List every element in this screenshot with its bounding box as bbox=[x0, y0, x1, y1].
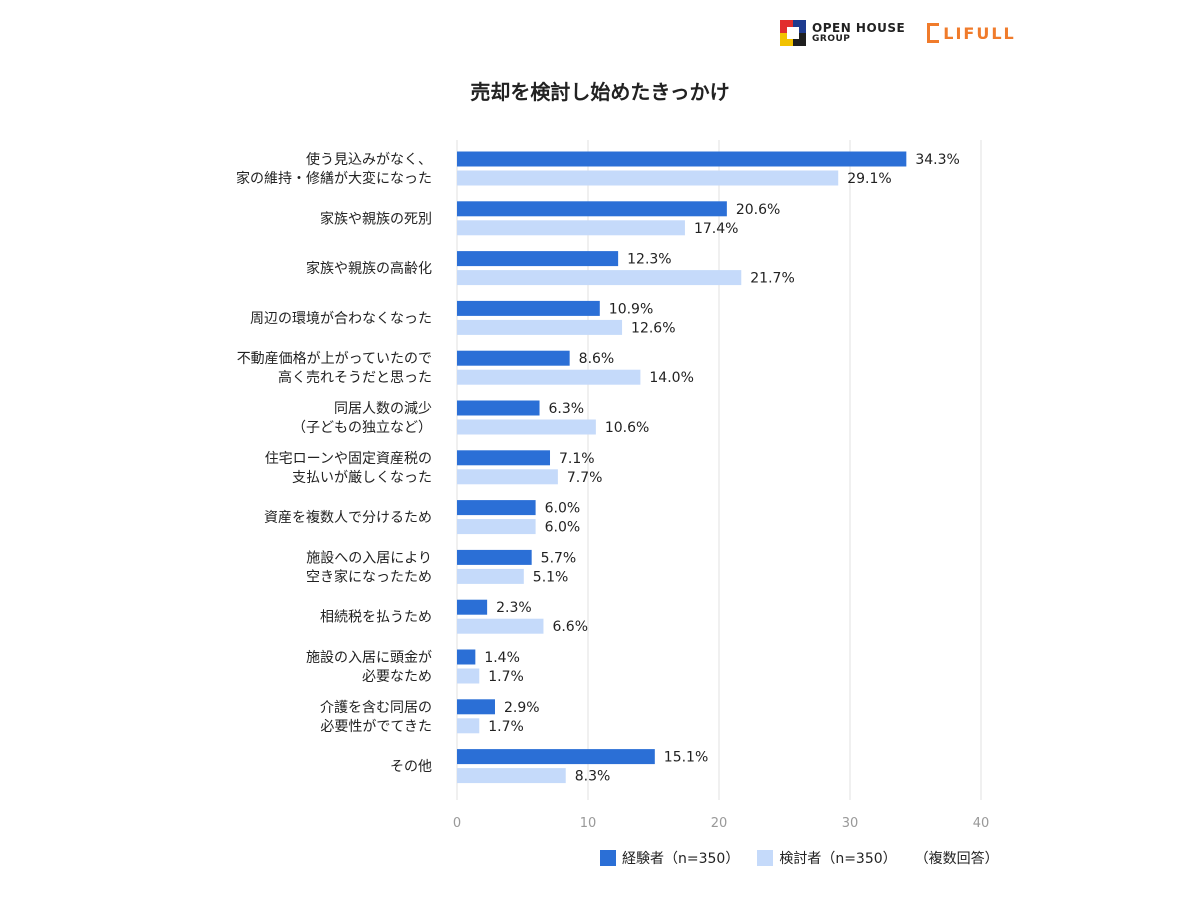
x-tick-label: 20 bbox=[711, 816, 728, 831]
bar-series2 bbox=[457, 220, 685, 236]
category-label: その他 bbox=[390, 759, 432, 775]
data-label-series1: 1.4% bbox=[484, 650, 520, 666]
data-label-series1: 20.6% bbox=[736, 202, 780, 218]
data-label-series2: 29.1% bbox=[847, 171, 891, 187]
bar-series1 bbox=[457, 699, 495, 715]
data-label-series2: 6.0% bbox=[545, 520, 581, 536]
legend-item-series2: 検討者（n=350） bbox=[757, 848, 897, 868]
chart-title: 売却を検討し始めたきっかけ bbox=[470, 80, 730, 104]
open-house-logo-text: OPEN HOUSE GROUP bbox=[812, 22, 905, 44]
data-label-series1: 34.3% bbox=[915, 152, 959, 168]
bar-series1 bbox=[457, 350, 570, 366]
bar-series1 bbox=[457, 649, 476, 665]
data-label-series2: 14.0% bbox=[649, 370, 693, 386]
category-label: 施設の入居に頭金が bbox=[306, 650, 432, 666]
bar-series2 bbox=[457, 768, 566, 784]
bar-series2 bbox=[457, 369, 641, 385]
data-label-series2: 21.7% bbox=[750, 271, 794, 287]
open-house-name: OPEN HOUSE bbox=[812, 21, 906, 35]
category-label: 家族や親族の高齢化 bbox=[306, 260, 432, 277]
bar-series1 bbox=[457, 151, 907, 167]
category-label: 支払いが厳しくなった bbox=[292, 470, 432, 486]
lifull-logo-text: LIFULL bbox=[943, 23, 1016, 43]
data-label-series2: 8.3% bbox=[575, 769, 611, 785]
category-label: 必要なため bbox=[362, 669, 432, 685]
data-label-series1: 2.9% bbox=[504, 700, 540, 716]
legend: 経験者（n=350） 検討者（n=350） （複数回答） bbox=[600, 848, 999, 868]
data-label-series1: 12.3% bbox=[627, 252, 671, 268]
category-label: 家の維持・修繕が大変になった bbox=[236, 170, 432, 187]
bar-series2 bbox=[457, 419, 596, 435]
data-label-series2: 12.6% bbox=[631, 320, 675, 336]
legend-swatch-series2 bbox=[757, 850, 774, 866]
x-tick-label: 30 bbox=[842, 816, 859, 831]
bar-series1 bbox=[457, 549, 532, 565]
bar-series1 bbox=[457, 251, 619, 267]
bar-series1 bbox=[457, 599, 488, 615]
data-label-series1: 2.3% bbox=[496, 600, 532, 616]
bar-series1 bbox=[457, 201, 727, 217]
x-tick-label: 0 bbox=[453, 816, 461, 831]
data-label-series1: 8.6% bbox=[579, 351, 615, 367]
bar-series1 bbox=[457, 749, 655, 765]
bar-series2 bbox=[457, 469, 558, 485]
category-label: 介護を含む同居の bbox=[320, 700, 432, 716]
bar-series1 bbox=[457, 400, 540, 416]
category-label: 不動産価格が上がっていたので bbox=[237, 351, 432, 367]
category-label: 必要性がでてきた bbox=[320, 719, 432, 735]
data-label-series2: 7.7% bbox=[567, 470, 603, 486]
bar-series2 bbox=[457, 568, 524, 584]
data-label-series2: 10.6% bbox=[605, 420, 649, 436]
category-label: 家族や親族の死別 bbox=[320, 210, 432, 227]
bar-series1 bbox=[457, 500, 536, 516]
data-label-series2: 17.4% bbox=[694, 221, 738, 237]
bar-series2 bbox=[457, 270, 742, 286]
legend-swatch-series1 bbox=[600, 850, 616, 866]
category-label: （子どもの独立など） bbox=[292, 420, 432, 436]
lifull-bracket-icon bbox=[927, 23, 940, 43]
data-label-series2: 1.7% bbox=[488, 669, 524, 685]
bar-series1 bbox=[457, 450, 551, 466]
category-label: 周辺の環境が合わなくなった bbox=[250, 311, 432, 327]
legend-item-series1: 経験者（n=350） bbox=[600, 848, 739, 868]
category-label: 同居人数の減少 bbox=[334, 400, 432, 417]
open-house-logo-icon bbox=[780, 20, 806, 46]
data-label-series2: 5.1% bbox=[533, 569, 569, 585]
data-label-series2: 6.6% bbox=[552, 619, 588, 635]
category-label: 相続税を払うため bbox=[320, 609, 432, 626]
legend-label-series2: 検討者（n=350） bbox=[779, 851, 897, 867]
bar-series1 bbox=[457, 300, 600, 316]
bar-series2 bbox=[457, 170, 839, 186]
bar-series2 bbox=[457, 618, 544, 634]
data-label-series1: 6.3% bbox=[549, 401, 585, 417]
data-label-series1: 5.7% bbox=[541, 550, 577, 566]
legend-label-series1: 経験者（n=350） bbox=[622, 851, 740, 867]
lifull-logo: LIFULL bbox=[927, 23, 1015, 43]
bar-series2 bbox=[457, 319, 623, 335]
bar-series2 bbox=[457, 519, 536, 535]
bar-series2 bbox=[457, 718, 480, 734]
open-house-group: GROUP bbox=[812, 34, 851, 44]
data-label-series2: 1.7% bbox=[488, 719, 524, 735]
data-label-series1: 7.1% bbox=[559, 451, 595, 467]
data-label-series1: 15.1% bbox=[664, 750, 708, 766]
category-label: 使う見込みがなく、 bbox=[306, 151, 432, 168]
logo-area: OPEN HOUSE GROUP LIFULL bbox=[780, 18, 1016, 48]
x-tick-label: 40 bbox=[973, 816, 990, 831]
category-label: 高く売れそうだと思った bbox=[278, 369, 432, 386]
data-label-series1: 10.9% bbox=[609, 301, 653, 317]
bar-series2 bbox=[457, 668, 480, 684]
category-label: 空き家になったため bbox=[306, 568, 432, 585]
category-label: 資産を複数人で分けるため bbox=[264, 509, 432, 526]
category-label: 住宅ローンや固定資産税の bbox=[265, 451, 432, 467]
data-label-series1: 6.0% bbox=[545, 501, 581, 517]
legend-note: （複数回答） bbox=[914, 851, 999, 867]
category-label: 施設への入居により bbox=[306, 550, 432, 566]
x-tick-label: 10 bbox=[580, 816, 597, 831]
